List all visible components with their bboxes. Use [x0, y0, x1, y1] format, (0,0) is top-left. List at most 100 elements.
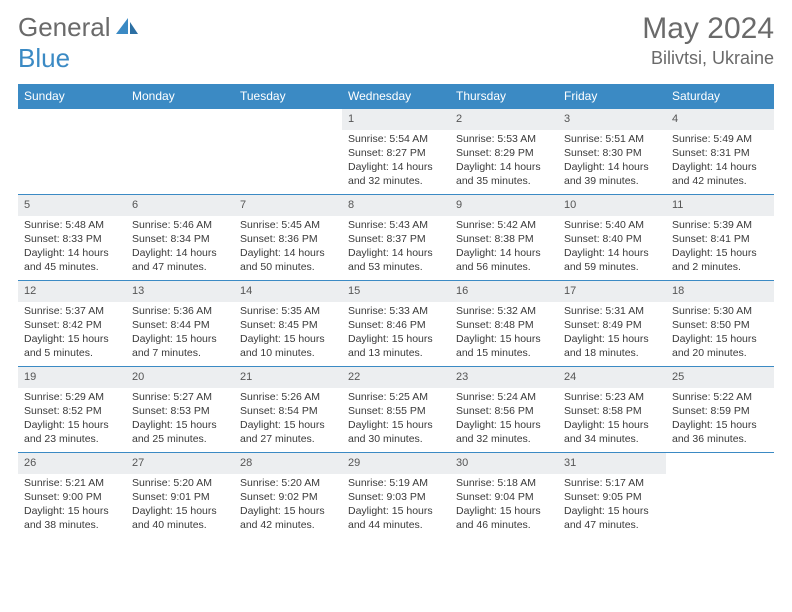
weekday-header: Sunday: [18, 84, 126, 108]
day-number: [666, 453, 774, 459]
sunset-label: Sunset: 8:27 PM: [348, 146, 444, 160]
day-number: 20: [126, 367, 234, 388]
calendar-cell: 26Sunrise: 5:21 AMSunset: 9:00 PMDayligh…: [18, 452, 126, 538]
sunset-label: Sunset: 9:00 PM: [24, 490, 120, 504]
calendar-cell: 28Sunrise: 5:20 AMSunset: 9:02 PMDayligh…: [234, 452, 342, 538]
sunrise-label: Sunrise: 5:21 AM: [24, 476, 120, 490]
sunrise-label: Sunrise: 5:32 AM: [456, 304, 552, 318]
daylight2-label: and 44 minutes.: [348, 518, 444, 532]
calendar-grid: SundayMondayTuesdayWednesdayThursdayFrid…: [18, 84, 774, 538]
daylight2-label: and 7 minutes.: [132, 346, 228, 360]
sunrise-label: Sunrise: 5:24 AM: [456, 390, 552, 404]
day-content: Sunrise: 5:49 AMSunset: 8:31 PMDaylight:…: [666, 130, 774, 189]
day-number: 12: [18, 281, 126, 302]
daylight2-label: and 47 minutes.: [564, 518, 660, 532]
sunrise-label: Sunrise: 5:40 AM: [564, 218, 660, 232]
sunset-label: Sunset: 8:55 PM: [348, 404, 444, 418]
daylight2-label: and 56 minutes.: [456, 260, 552, 274]
sunrise-label: Sunrise: 5:49 AM: [672, 132, 768, 146]
day-number: 29: [342, 453, 450, 474]
month-title: May 2024: [642, 12, 774, 46]
day-number: [18, 109, 126, 115]
daylight1-label: Daylight: 14 hours: [348, 160, 444, 174]
day-content: Sunrise: 5:54 AMSunset: 8:27 PMDaylight:…: [342, 130, 450, 189]
day-number: 3: [558, 109, 666, 130]
daylight1-label: Daylight: 15 hours: [240, 332, 336, 346]
sunrise-label: Sunrise: 5:46 AM: [132, 218, 228, 232]
sunset-label: Sunset: 8:33 PM: [24, 232, 120, 246]
daylight1-label: Daylight: 15 hours: [132, 332, 228, 346]
sunset-label: Sunset: 8:50 PM: [672, 318, 768, 332]
daylight1-label: Daylight: 15 hours: [348, 504, 444, 518]
day-number: 4: [666, 109, 774, 130]
sunset-label: Sunset: 8:46 PM: [348, 318, 444, 332]
daylight2-label: and 32 minutes.: [456, 432, 552, 446]
daylight1-label: Daylight: 14 hours: [24, 246, 120, 260]
calendar-cell: 8Sunrise: 5:43 AMSunset: 8:37 PMDaylight…: [342, 194, 450, 280]
sunset-label: Sunset: 9:03 PM: [348, 490, 444, 504]
weekday-header: Monday: [126, 84, 234, 108]
calendar-cell: 6Sunrise: 5:46 AMSunset: 8:34 PMDaylight…: [126, 194, 234, 280]
sunset-label: Sunset: 9:05 PM: [564, 490, 660, 504]
sail-icon: [114, 12, 140, 32]
sunset-label: Sunset: 8:44 PM: [132, 318, 228, 332]
daylight2-label: and 47 minutes.: [132, 260, 228, 274]
day-content: Sunrise: 5:46 AMSunset: 8:34 PMDaylight:…: [126, 216, 234, 275]
daylight2-label: and 34 minutes.: [564, 432, 660, 446]
sunset-label: Sunset: 8:37 PM: [348, 232, 444, 246]
daylight1-label: Daylight: 14 hours: [456, 160, 552, 174]
brand-logo: GeneralBlue: [18, 12, 140, 74]
daylight2-label: and 40 minutes.: [132, 518, 228, 532]
daylight1-label: Daylight: 15 hours: [348, 418, 444, 432]
sunrise-label: Sunrise: 5:18 AM: [456, 476, 552, 490]
sunrise-label: Sunrise: 5:26 AM: [240, 390, 336, 404]
calendar-cell: [234, 108, 342, 194]
calendar-cell: 4Sunrise: 5:49 AMSunset: 8:31 PMDaylight…: [666, 108, 774, 194]
day-content: Sunrise: 5:19 AMSunset: 9:03 PMDaylight:…: [342, 474, 450, 533]
daylight1-label: Daylight: 15 hours: [456, 418, 552, 432]
sunset-label: Sunset: 8:42 PM: [24, 318, 120, 332]
daylight1-label: Daylight: 15 hours: [24, 332, 120, 346]
calendar-cell: 14Sunrise: 5:35 AMSunset: 8:45 PMDayligh…: [234, 280, 342, 366]
calendar-cell: 22Sunrise: 5:25 AMSunset: 8:55 PMDayligh…: [342, 366, 450, 452]
sunset-label: Sunset: 8:54 PM: [240, 404, 336, 418]
daylight2-label: and 45 minutes.: [24, 260, 120, 274]
calendar-cell: 13Sunrise: 5:36 AMSunset: 8:44 PMDayligh…: [126, 280, 234, 366]
calendar-cell: 10Sunrise: 5:40 AMSunset: 8:40 PMDayligh…: [558, 194, 666, 280]
day-content: Sunrise: 5:36 AMSunset: 8:44 PMDaylight:…: [126, 302, 234, 361]
day-content: Sunrise: 5:18 AMSunset: 9:04 PMDaylight:…: [450, 474, 558, 533]
page-header: GeneralBlue May 2024 Bilivtsi, Ukraine: [18, 12, 774, 74]
calendar-cell: 15Sunrise: 5:33 AMSunset: 8:46 PMDayligh…: [342, 280, 450, 366]
daylight1-label: Daylight: 15 hours: [240, 418, 336, 432]
day-content: Sunrise: 5:37 AMSunset: 8:42 PMDaylight:…: [18, 302, 126, 361]
calendar-cell: 27Sunrise: 5:20 AMSunset: 9:01 PMDayligh…: [126, 452, 234, 538]
day-content: Sunrise: 5:53 AMSunset: 8:29 PMDaylight:…: [450, 130, 558, 189]
sunrise-label: Sunrise: 5:23 AM: [564, 390, 660, 404]
day-content: Sunrise: 5:33 AMSunset: 8:46 PMDaylight:…: [342, 302, 450, 361]
daylight2-label: and 30 minutes.: [348, 432, 444, 446]
sunrise-label: Sunrise: 5:33 AM: [348, 304, 444, 318]
calendar-cell: 16Sunrise: 5:32 AMSunset: 8:48 PMDayligh…: [450, 280, 558, 366]
day-number: [234, 109, 342, 115]
day-content: Sunrise: 5:42 AMSunset: 8:38 PMDaylight:…: [450, 216, 558, 275]
daylight1-label: Daylight: 14 hours: [564, 246, 660, 260]
daylight1-label: Daylight: 14 hours: [240, 246, 336, 260]
daylight1-label: Daylight: 14 hours: [564, 160, 660, 174]
daylight1-label: Daylight: 15 hours: [564, 418, 660, 432]
daylight1-label: Daylight: 15 hours: [240, 504, 336, 518]
daylight1-label: Daylight: 15 hours: [348, 332, 444, 346]
sunrise-label: Sunrise: 5:39 AM: [672, 218, 768, 232]
calendar-cell: 1Sunrise: 5:54 AMSunset: 8:27 PMDaylight…: [342, 108, 450, 194]
sunrise-label: Sunrise: 5:22 AM: [672, 390, 768, 404]
daylight2-label: and 25 minutes.: [132, 432, 228, 446]
sunrise-label: Sunrise: 5:19 AM: [348, 476, 444, 490]
sunset-label: Sunset: 9:01 PM: [132, 490, 228, 504]
daylight2-label: and 27 minutes.: [240, 432, 336, 446]
day-number: 21: [234, 367, 342, 388]
daylight2-label: and 18 minutes.: [564, 346, 660, 360]
day-number: 10: [558, 195, 666, 216]
daylight2-label: and 23 minutes.: [24, 432, 120, 446]
calendar-cell: 5Sunrise: 5:48 AMSunset: 8:33 PMDaylight…: [18, 194, 126, 280]
sunset-label: Sunset: 8:38 PM: [456, 232, 552, 246]
day-content: Sunrise: 5:20 AMSunset: 9:01 PMDaylight:…: [126, 474, 234, 533]
